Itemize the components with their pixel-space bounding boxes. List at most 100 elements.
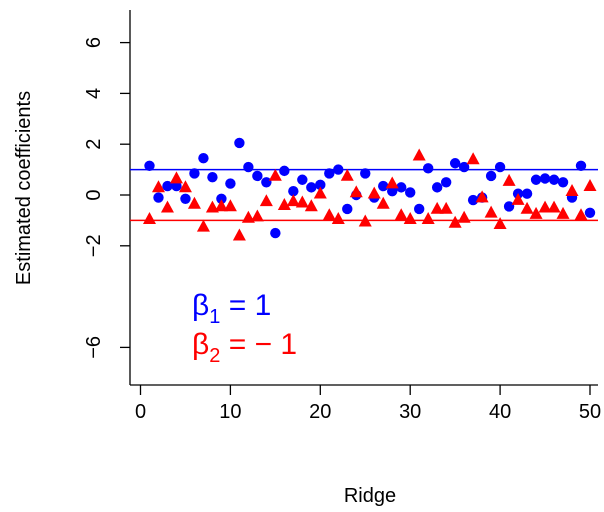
series-1-point [413, 203, 425, 215]
series-1-point [422, 163, 434, 174]
series-1-point [198, 152, 209, 164]
series-1-point [324, 168, 335, 179]
series-2-point [268, 168, 282, 181]
y-tick-label: 6 [83, 37, 105, 48]
series-1-point [288, 185, 299, 197]
series-2-point [430, 201, 444, 214]
annotation-beta-1-sub: 1 [209, 306, 220, 328]
series-1-point [458, 161, 470, 173]
series-2-point [358, 214, 372, 227]
series-2-point [187, 196, 201, 209]
annotation-beta-2-symbol: β [192, 328, 209, 361]
series-1-point [144, 160, 155, 171]
series-2-point [538, 200, 552, 213]
series-1-point [485, 170, 497, 182]
series-2-point [511, 192, 525, 205]
series-2-point [295, 195, 309, 208]
series-2-point [385, 176, 399, 189]
series-2-point [484, 205, 498, 218]
series-2-point [331, 212, 345, 224]
series-1-point [405, 187, 416, 198]
annotation-beta-1-rest: = 1 [220, 289, 271, 322]
series-2-point [241, 210, 255, 223]
series-1-point [216, 193, 227, 205]
series-2-point [259, 194, 273, 207]
series-1-point [494, 161, 506, 173]
series-2-point [169, 171, 183, 184]
series-2-point [475, 190, 489, 203]
series-2-point [286, 194, 300, 207]
x-tick-label: 10 [219, 401, 241, 423]
x-tick-label: 0 [135, 401, 146, 423]
annotation-beta-2-rest: = − 1 [220, 328, 297, 361]
x-tick-label: 20 [309, 401, 331, 423]
annotation-beta-2: β2 = − 1 [192, 328, 297, 367]
series-2-point [403, 212, 417, 224]
series-1-point [270, 227, 281, 239]
series-1-point [449, 158, 461, 169]
series-2-point [457, 210, 471, 223]
series-2-point [502, 173, 516, 186]
y-tick-label: 2 [83, 139, 105, 150]
series-1-point [396, 182, 407, 193]
series-1-point [378, 180, 389, 192]
series-1-point [333, 164, 344, 175]
x-tick-label: 40 [489, 401, 511, 423]
series-1-point [584, 207, 596, 218]
series-2-point [421, 212, 435, 224]
axes [129, 10, 598, 386]
series-1-point [153, 192, 164, 203]
series-1-point [225, 178, 236, 189]
series-1-point [440, 177, 452, 188]
series-2-point [493, 217, 507, 230]
series-2-point [313, 186, 327, 199]
series-1-point [387, 185, 398, 197]
y-tick-label: 4 [83, 88, 105, 99]
series-1-point [342, 203, 353, 215]
series-1-point [279, 165, 290, 177]
series-1-point [431, 182, 443, 193]
series-1-point [360, 168, 371, 179]
series-2-point [151, 180, 165, 193]
x-axis-label: Ridge [344, 485, 396, 507]
series-2-point [583, 178, 597, 191]
series-2-point [547, 200, 561, 213]
series-2-point [556, 206, 570, 219]
series-1-point [521, 188, 533, 199]
annotation-beta-1: β1 = 1 [192, 289, 271, 328]
series-2-point [178, 180, 192, 193]
series-2-point [412, 148, 426, 161]
series-1-point [162, 180, 173, 192]
series-2-point [565, 184, 579, 197]
series-1-point [297, 174, 308, 185]
series-1-point [548, 174, 560, 185]
data-points [142, 137, 597, 241]
series-2-point [196, 219, 210, 232]
y-tick-label: −6 [83, 336, 105, 359]
annotation-beta-1-symbol: β [192, 289, 209, 322]
series-1-point [243, 161, 254, 173]
series-2-point [214, 199, 228, 212]
series-1-point [252, 170, 263, 182]
series-1-point [180, 193, 191, 205]
series-2-point [367, 186, 381, 199]
series-2-point [394, 208, 408, 221]
series-1-point [575, 160, 587, 171]
annotation-beta-2-sub: 2 [209, 345, 220, 367]
x-tick-label: 50 [579, 401, 601, 423]
series-2-point [142, 212, 156, 224]
series-2-point [349, 185, 363, 198]
series-2-point [205, 200, 219, 213]
series-2-point [529, 206, 543, 219]
y-tick-label: −2 [83, 234, 105, 257]
series-2-point [520, 201, 534, 214]
y-axis-label: Estimated coefficients [13, 91, 35, 285]
series-2-point [250, 209, 264, 222]
series-2-point [439, 201, 453, 214]
series-1-point [306, 182, 317, 193]
series-1-point [171, 180, 182, 192]
series-1-point [557, 177, 569, 188]
series-1-point [261, 177, 272, 188]
